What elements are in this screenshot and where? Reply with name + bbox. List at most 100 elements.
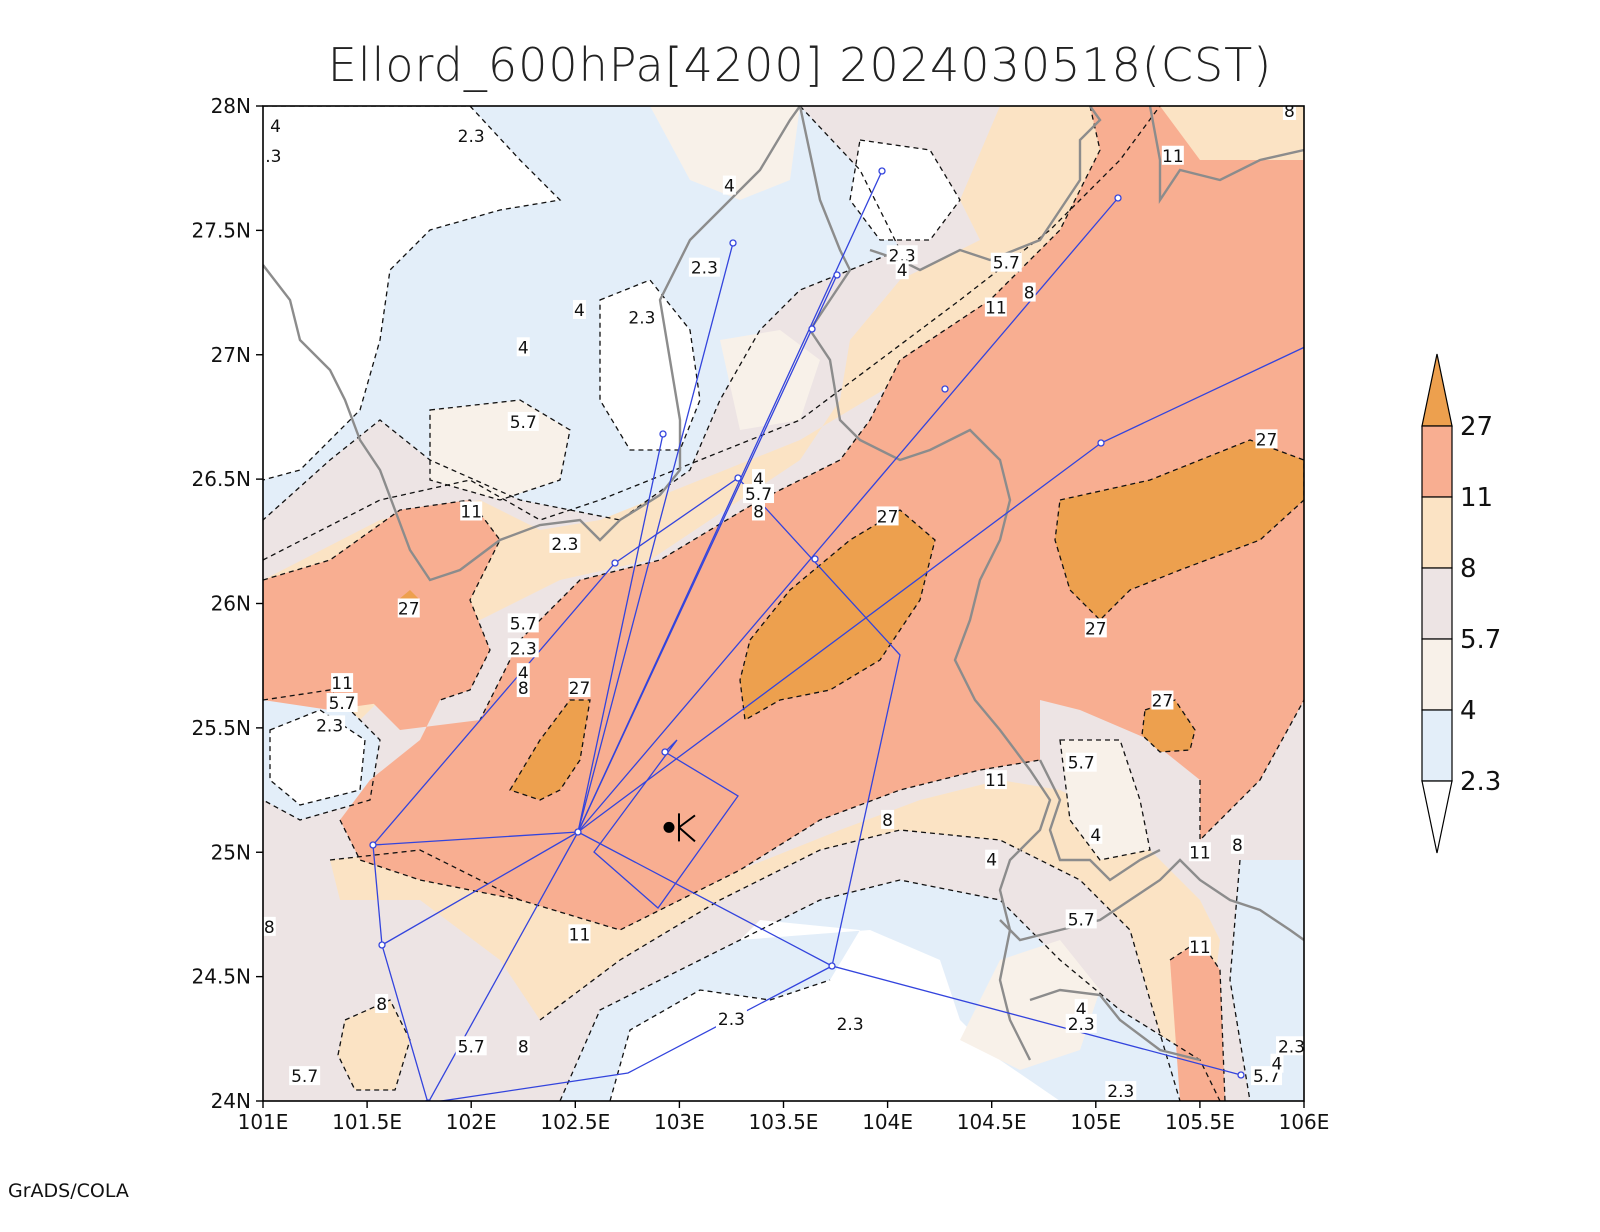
contour-label-bg — [1065, 909, 1097, 929]
contour-line — [1199, 699, 1304, 842]
contour-line — [339, 759, 1041, 931]
contour-label-bg — [568, 924, 591, 944]
contour-label-bg — [516, 678, 530, 698]
contour-label-bg — [1151, 690, 1174, 710]
contour-label-bg — [715, 1008, 747, 1028]
contour-line — [599, 279, 701, 451]
contour-lines — [263, 106, 1304, 1101]
contour-label-bg — [985, 849, 999, 869]
contour-label: 2.3 — [718, 1010, 745, 1030]
contour-label-bg — [1282, 106, 1296, 120]
y-tick-label: 25N — [211, 840, 251, 864]
contour-line — [263, 499, 501, 701]
contour-label: 11 — [1189, 938, 1211, 958]
route-point — [828, 962, 836, 970]
field-white-south — [610, 920, 1060, 1101]
field-11-27-main — [263, 106, 1304, 930]
x-tick-label: 105E — [1070, 1110, 1121, 1134]
contour-label: 4 — [897, 261, 908, 281]
legend-swatch — [1421, 780, 1453, 854]
contour-line — [1229, 859, 1251, 1101]
route-point — [1237, 1071, 1245, 1079]
y-tick-label: 24N — [211, 1089, 251, 1113]
contour-line — [539, 829, 1181, 1101]
contour-label: 2.3 — [1068, 1015, 1095, 1035]
contour-label-bg — [375, 993, 389, 1013]
contour-label-bg — [549, 533, 581, 553]
contour-line — [263, 689, 381, 821]
contour-label: 8 — [518, 1037, 529, 1057]
field-8-11-sw — [338, 1000, 410, 1090]
route-line — [577, 242, 734, 833]
boundary-line — [869, 106, 1102, 272]
contour-label: 27 — [569, 679, 591, 699]
contour-label: 8 — [264, 918, 275, 938]
contour-label: 5.7 — [510, 413, 537, 433]
contour-label-bg — [990, 252, 1022, 272]
contour-line — [429, 399, 571, 501]
x-tick-label: 101E — [238, 1110, 289, 1134]
route-point — [1306, 342, 1312, 348]
contour-label: 8 — [376, 995, 387, 1015]
x-tick-label: 103E — [654, 1110, 705, 1134]
legend-swatch — [1421, 567, 1453, 640]
contour-label: 4 — [986, 851, 997, 871]
contour-label: 11 — [1162, 147, 1184, 167]
field-white-north-center — [600, 280, 700, 450]
x-tick-label: 104E — [862, 1110, 913, 1134]
contour-label-bg — [895, 260, 909, 280]
route-point — [811, 555, 819, 563]
route-line — [577, 197, 1119, 833]
contour-label-bg — [455, 125, 487, 145]
contour-label-bg — [984, 770, 1007, 790]
route-line — [577, 433, 664, 833]
contour-line — [337, 999, 411, 1091]
contour-label: 2.3 — [1278, 1037, 1305, 1057]
chart-title: Ellord_600hPa[4200] 2024030518(CST) — [327, 38, 1273, 92]
contour-line — [263, 106, 1161, 561]
contour-line — [609, 979, 831, 1101]
legend-swatch — [1421, 638, 1453, 711]
contour-label: 2.3 — [551, 535, 578, 555]
route-point — [878, 167, 886, 175]
contour-label: 5.7 — [1068, 910, 1095, 930]
contour-label: 11 — [569, 925, 591, 945]
contour-label: 11 — [985, 298, 1007, 318]
field-4-5-7-se — [960, 940, 1100, 1070]
contour-label: 5.7 — [458, 1037, 485, 1057]
contour-label-bg — [1270, 1053, 1284, 1073]
contour-label: 8 — [882, 811, 893, 831]
contour-label: 8 — [518, 679, 529, 699]
contour-label-bg — [886, 245, 918, 265]
contour-label-bg — [289, 1066, 321, 1086]
legend-label: 11 — [1460, 483, 1493, 513]
colorbar-legend: 27 11 8 5.7 4 2.3 — [1421, 353, 1501, 854]
contour-label-bg — [1065, 1013, 1097, 1033]
contour-label: 2.3 — [316, 716, 343, 736]
contour-line — [559, 879, 1221, 1101]
route-point — [1097, 439, 1105, 447]
contour-label-bg — [455, 1036, 487, 1056]
contour-label-bg — [876, 506, 899, 526]
contour-label: 4 — [1090, 826, 1101, 846]
contour-label-bg — [326, 693, 358, 712]
field-11-27-nw — [263, 500, 500, 710]
contour-label-bg — [568, 678, 591, 698]
contour-label: 5.7 — [1068, 754, 1095, 774]
contour-label-bg — [1089, 824, 1103, 844]
contour-label-bg — [1022, 282, 1036, 302]
boundary-line — [1029, 988, 1201, 1062]
contour-label-bg — [507, 411, 539, 431]
contour-label-bg — [331, 673, 354, 693]
x-tick-label: 104.5E — [957, 1110, 1027, 1134]
contour-label: 11 — [1189, 843, 1211, 863]
route-point — [734, 474, 742, 482]
contour-label-bg — [1105, 1081, 1137, 1101]
contour-line — [263, 106, 901, 521]
legend-swatch — [1421, 425, 1453, 498]
contour-label-bg — [1276, 1036, 1304, 1056]
legend-label: 8 — [1460, 554, 1477, 584]
y-tick-label: 24.5N — [192, 965, 252, 989]
field-8-11-lower — [330, 780, 1220, 1101]
route-line — [593, 739, 739, 909]
